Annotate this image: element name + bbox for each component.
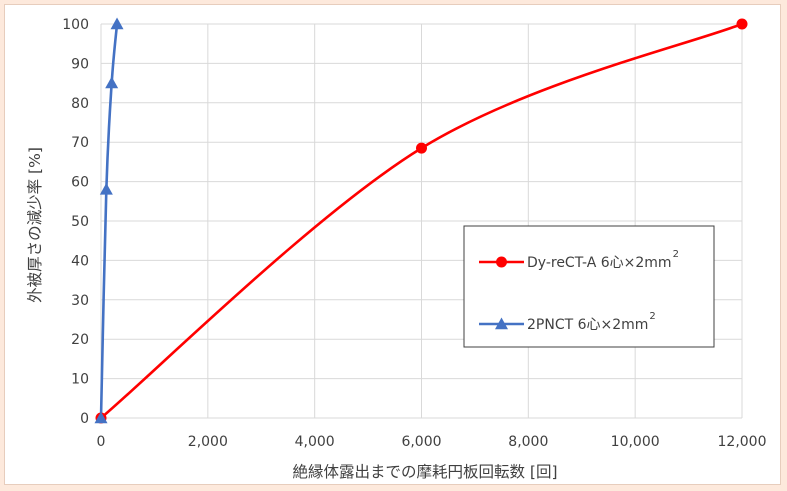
- legend-superscript: 2: [649, 311, 655, 322]
- data-point: [99, 182, 113, 195]
- y-tick-label: 80: [71, 96, 89, 112]
- series-markers: [94, 17, 748, 424]
- y-tick-label: 90: [71, 56, 89, 72]
- y-tick-label: 10: [71, 372, 89, 388]
- y-tick-label: 50: [71, 214, 89, 230]
- chart-area: 0 10 20 30 40 50 60 70 80 90 100 0 2,000 4,000 6,000 8,…: [4, 4, 781, 485]
- legend-label: 2PNCT 6心×2mm: [527, 317, 648, 333]
- tick-labels: 0 10 20 30 40 50 60 70 80 90 100 0 2,000 4,000 6,000 8,…: [62, 17, 766, 450]
- x-tick-label: 0: [97, 434, 106, 450]
- data-point: [416, 142, 427, 154]
- x-tick-label: 4,000: [295, 434, 335, 450]
- y-tick-label: 40: [71, 253, 89, 269]
- y-tick-label: 20: [71, 332, 89, 348]
- legend-label: Dy-reCT-A 6心×2mm: [527, 255, 672, 271]
- data-point: [110, 17, 124, 30]
- y-axis-title: 外被厚さの減少率 [%]: [26, 147, 44, 303]
- y-tick-label: 0: [80, 411, 89, 427]
- legend-marker: [496, 256, 507, 268]
- x-axis-title: 絶縁体露出までの摩耗円板回転数 [回]: [292, 463, 557, 481]
- x-tick-label: 6,000: [401, 434, 441, 450]
- gridlines: [100, 23, 743, 419]
- y-tick-label: 70: [71, 135, 89, 151]
- x-tick-label: 8,000: [508, 434, 548, 450]
- x-tick-label: 12,000: [718, 434, 767, 450]
- legend-marker: [495, 317, 508, 330]
- legend-superscript: 2: [673, 249, 679, 260]
- y-tick-label: 60: [71, 175, 89, 191]
- data-point: [736, 18, 748, 30]
- y-tick-label: 100: [62, 17, 89, 33]
- x-tick-label: 2,000: [188, 434, 228, 450]
- x-tick-label: 10,000: [611, 434, 660, 450]
- line-chart: 0 10 20 30 40 50 60 70 80 90 100 0 2,000 4,000 6,000 8,…: [26, 17, 767, 481]
- data-point: [94, 411, 108, 424]
- series-line-1: [99, 22, 119, 420]
- y-tick-label: 30: [71, 293, 89, 309]
- data-point: [105, 76, 119, 89]
